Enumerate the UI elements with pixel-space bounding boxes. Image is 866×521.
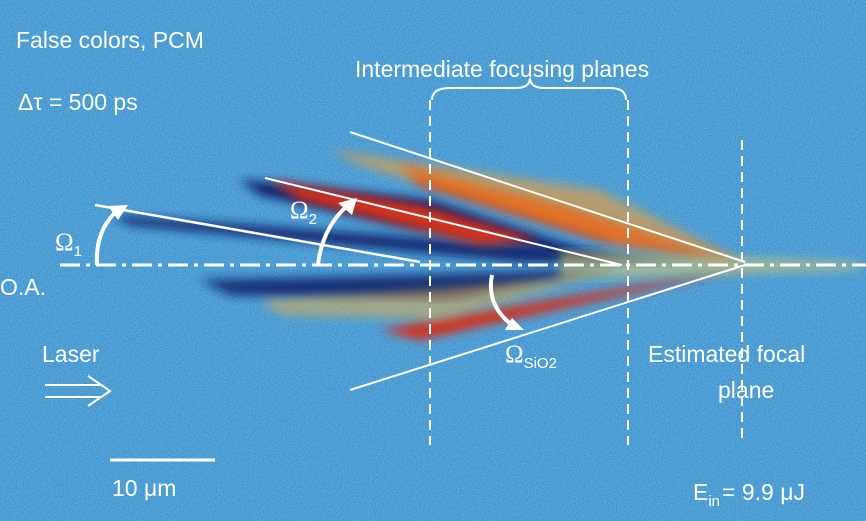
mode-label: False colors, PCM (16, 27, 204, 53)
subscript: 2 (309, 211, 317, 228)
subscript: 1 (74, 243, 82, 260)
symbol: Ω (55, 229, 74, 256)
subscript: SiO2 (524, 355, 557, 372)
symbol: Ω (505, 341, 524, 368)
figure: False colors, PCM Δτ = 500 ps Intermedia… (0, 0, 866, 521)
focal-plane-label: plane (718, 377, 774, 403)
laser-label: Laser (42, 341, 100, 367)
symbol: Ω (290, 197, 309, 224)
optical-axis-label: O.A. (0, 274, 46, 300)
delay-label: Δτ = 500 ps (18, 89, 138, 115)
focal-plane-label: Estimated focal (648, 341, 805, 367)
intermediate-label: Intermediate focusing planes (355, 56, 649, 82)
subscript: in (708, 493, 720, 510)
value: = 9.9 μJ (722, 479, 805, 505)
scale-bar-label: 10 μm (112, 475, 176, 501)
symbol: E (693, 479, 708, 505)
